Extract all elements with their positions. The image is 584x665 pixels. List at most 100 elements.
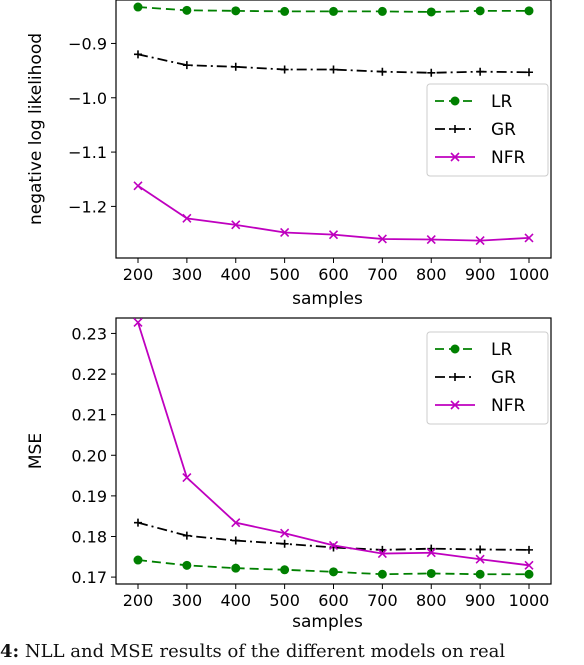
data-point	[329, 567, 338, 577]
y-tick-label: −1.1	[68, 143, 107, 162]
y-tick-label: 0.17	[71, 568, 107, 587]
data-point	[426, 7, 436, 17]
data-point	[133, 555, 143, 565]
data-point	[133, 518, 142, 527]
legend-marker	[450, 344, 460, 354]
x-tick-label: 300	[172, 591, 203, 610]
data-point	[280, 528, 290, 538]
data-point	[476, 545, 485, 554]
series-line-nfr	[137, 185, 530, 242]
data-point	[524, 560, 534, 570]
legend-box	[426, 83, 549, 177]
legend-label: LR	[491, 92, 512, 112]
data-point	[328, 230, 339, 240]
data-point	[133, 50, 142, 59]
x-tick-label: 400	[220, 591, 251, 610]
legend: LR GR NFR	[426, 83, 549, 177]
series-line-gr	[137, 53, 530, 74]
x-axis-label: samples	[292, 612, 363, 632]
y-tick-label: 0.21	[71, 406, 107, 425]
data-point	[280, 539, 289, 548]
x-axis-label: samples	[292, 289, 363, 309]
legend-marker	[450, 400, 460, 410]
legend-marker	[450, 96, 460, 106]
data-point	[426, 548, 436, 558]
caption-prefix: 4:	[0, 641, 20, 662]
y-axis-label: MSE	[26, 433, 46, 469]
x-tick-label: 600	[318, 591, 349, 610]
data-point	[182, 531, 191, 540]
data-point	[475, 554, 485, 564]
data-point	[231, 220, 241, 230]
data-point	[280, 65, 289, 74]
data-point	[133, 2, 143, 12]
data-point	[377, 569, 387, 579]
data-point	[377, 6, 387, 16]
legend-label: GR	[491, 120, 516, 140]
x-tick-label: 900	[465, 591, 496, 610]
data-point	[231, 536, 240, 545]
data-point	[525, 68, 534, 77]
x-tick-label: 500	[269, 591, 300, 610]
data-point	[328, 540, 339, 550]
series-line-gr	[137, 521, 530, 551]
series-nfr	[133, 317, 534, 570]
series-lr	[133, 2, 534, 17]
data-point	[231, 518, 241, 528]
figure-caption: 4: NLL and MSE results of the different …	[0, 641, 584, 665]
legend-label: NFR	[491, 396, 525, 416]
x-tick-label: 1000	[509, 591, 550, 610]
data-point	[182, 61, 191, 70]
data-point	[182, 5, 192, 15]
data-point	[182, 213, 192, 223]
y-tick-label: 0.23	[71, 324, 107, 343]
data-point	[427, 544, 436, 553]
chart-1: 200 300 400 500 600 700 800 900 1000 −0.9 −1.0 −1.1…	[26, 0, 552, 309]
data-point	[475, 6, 485, 16]
x-tick-label: 400	[220, 265, 251, 284]
data-point	[476, 67, 485, 76]
data-point	[378, 67, 387, 76]
data-point	[475, 236, 485, 246]
x-tick-label: 800	[416, 265, 447, 284]
x-tick-label: 800	[416, 591, 447, 610]
series-nfr	[133, 181, 534, 246]
data-point	[524, 6, 534, 16]
x-tick-label: 700	[367, 265, 398, 284]
series-lr	[133, 555, 534, 579]
legend: LR GR NFR	[426, 331, 549, 425]
series-line-lr	[137, 559, 530, 576]
x-tick-label: 300	[172, 265, 203, 284]
y-tick-label: 0.19	[71, 487, 107, 506]
data-point	[182, 473, 192, 483]
data-point	[231, 62, 240, 71]
legend-marker	[450, 152, 460, 162]
y-tick-label: 0.20	[71, 446, 107, 465]
data-point	[280, 6, 290, 16]
x-tick-label: 200	[123, 591, 154, 610]
x-tick-label: 700	[367, 591, 398, 610]
x-tick-label: 600	[318, 265, 349, 284]
series-gr	[133, 50, 534, 77]
y-tick-label: 0.18	[71, 527, 107, 546]
data-point	[133, 317, 143, 328]
data-point	[133, 181, 143, 191]
data-point	[524, 569, 534, 579]
data-point	[280, 565, 290, 575]
data-point	[377, 234, 387, 244]
legend-label: LR	[491, 340, 512, 360]
series-gr	[133, 518, 534, 554]
legend-label: NFR	[491, 148, 525, 168]
y-tick-label: −1.2	[68, 197, 107, 216]
chart-2: 200 300 400 500 600 700 800 900 1000 0.17 0.18 0.19…	[26, 317, 552, 632]
x-tick-label: 200	[123, 265, 154, 284]
data-point	[329, 65, 338, 74]
legend-marker	[451, 373, 459, 381]
data-point	[329, 6, 338, 16]
x-tick-label: 500	[269, 265, 300, 284]
data-point	[524, 233, 534, 243]
data-point	[475, 569, 485, 579]
caption-text: NLL and MSE results of the different mod…	[24, 641, 506, 662]
legend-box	[426, 331, 549, 425]
